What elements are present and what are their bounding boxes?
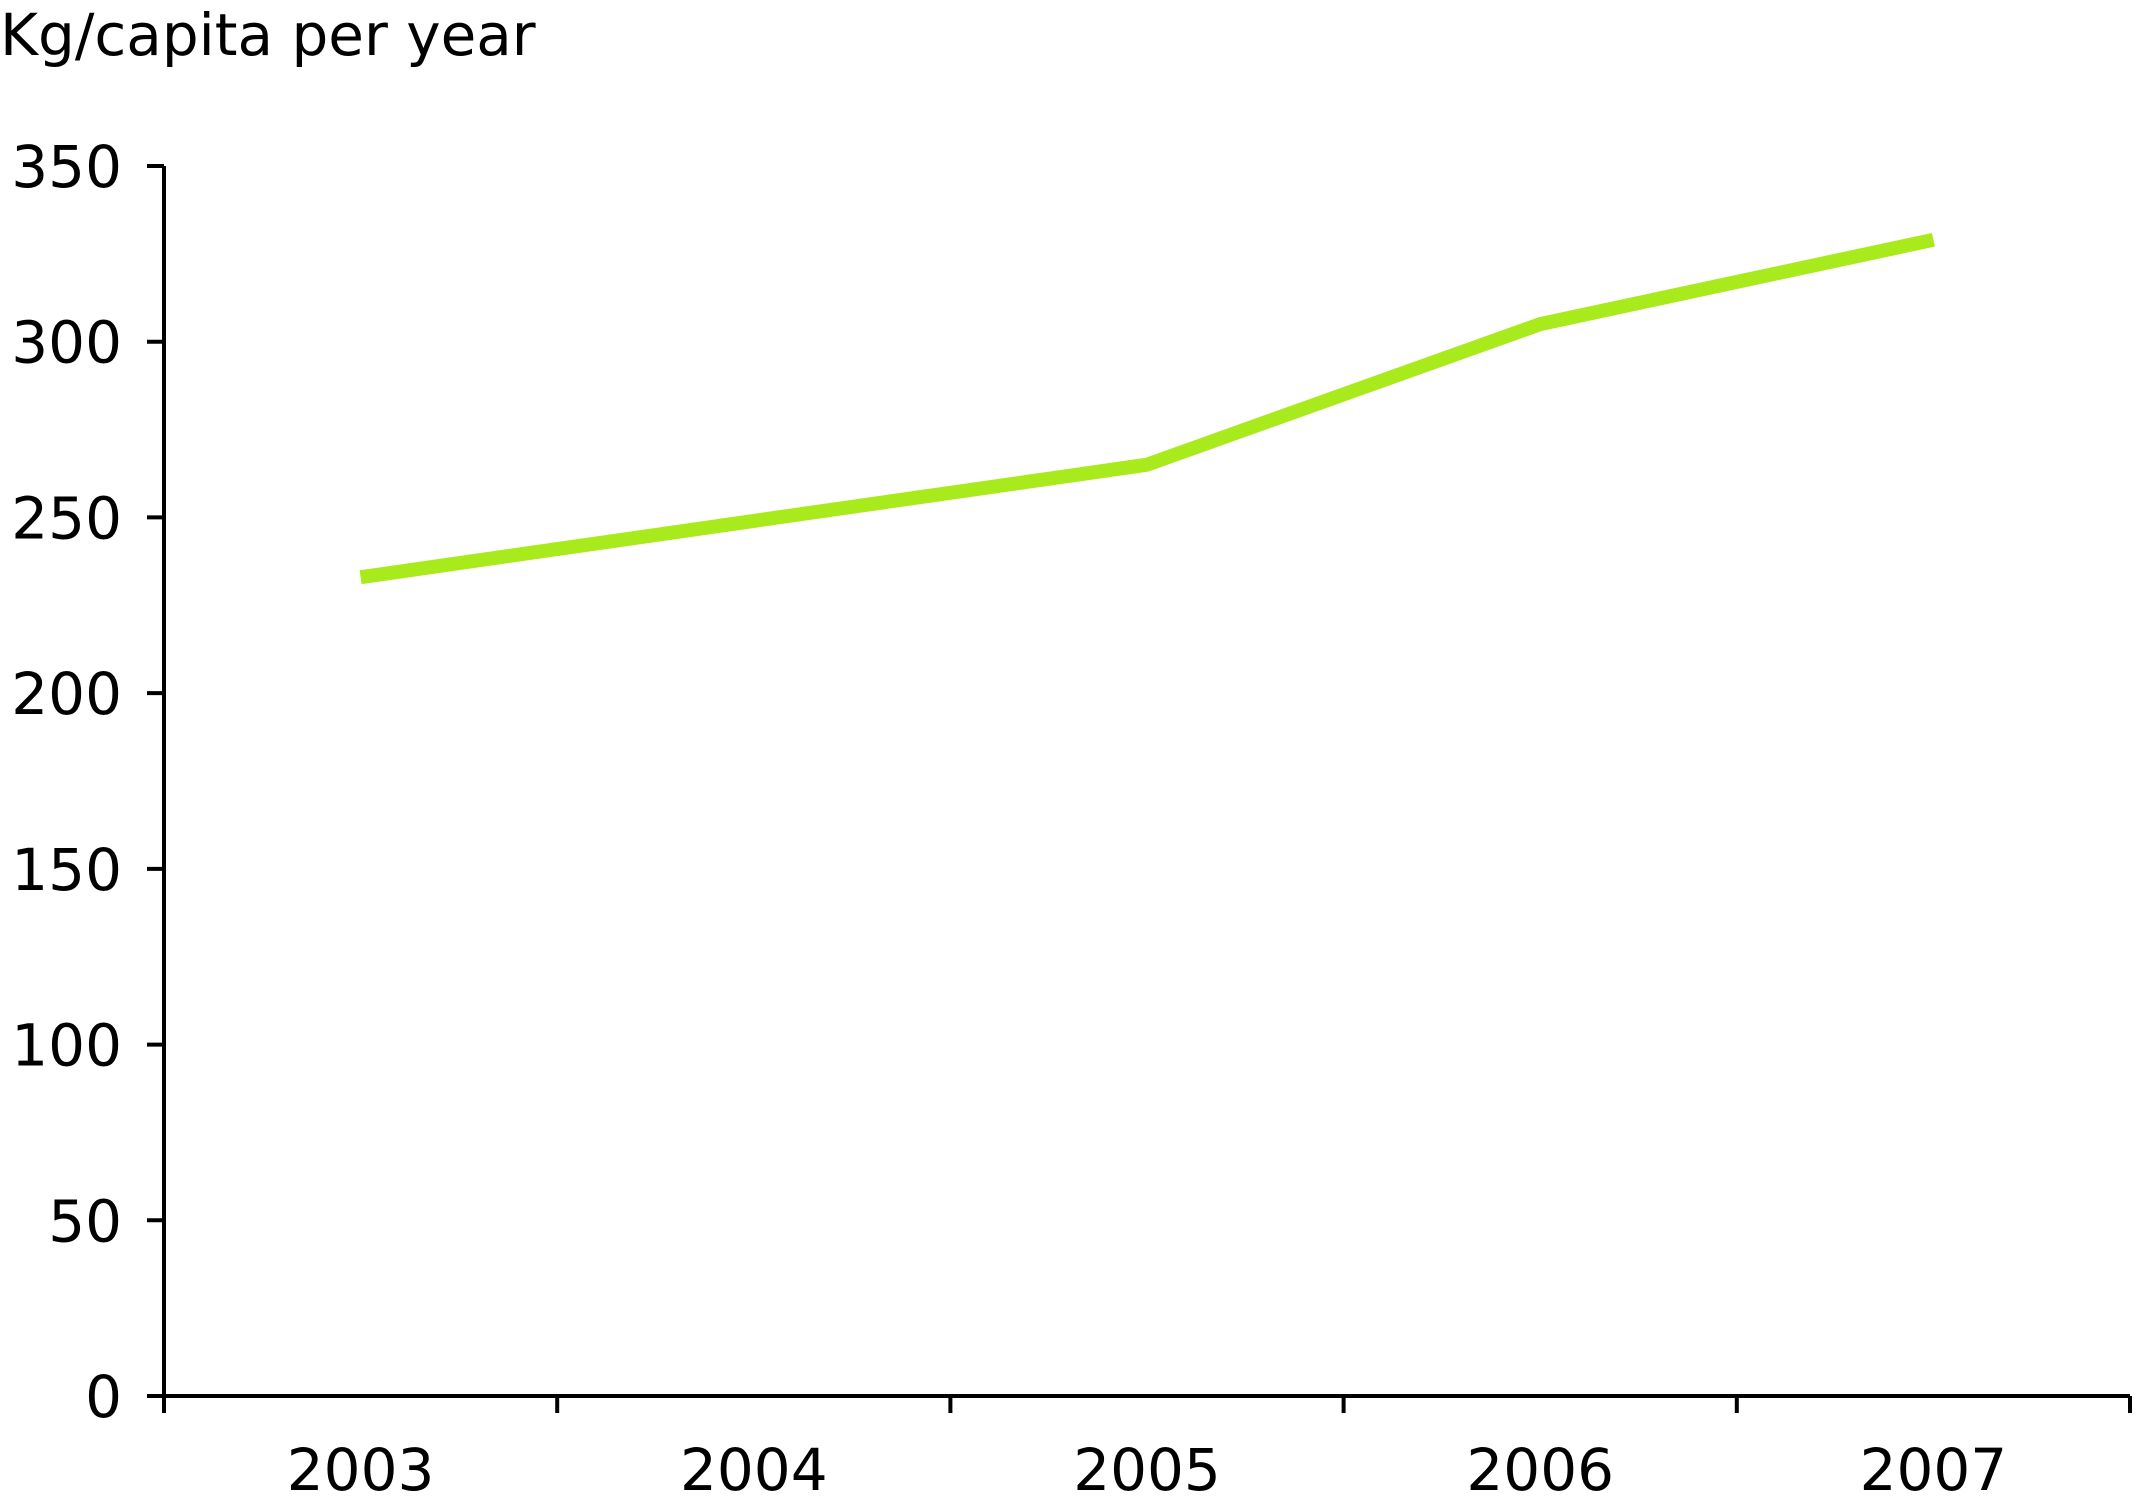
y-tick-label: 100 bbox=[11, 1012, 122, 1080]
x-tick-label: 2007 bbox=[1860, 1436, 2008, 1504]
y-tick-label: 250 bbox=[11, 484, 122, 552]
y-tick-label: 0 bbox=[85, 1363, 122, 1431]
series-layer bbox=[359, 232, 1935, 585]
series-line bbox=[359, 232, 1935, 585]
x-tick-label: 2005 bbox=[1073, 1436, 1221, 1504]
y-tick-label: 150 bbox=[11, 836, 122, 904]
y-axis-ticks: 0 50 100 150 200 250 300 350 bbox=[11, 133, 164, 1431]
y-tick-label: 350 bbox=[11, 133, 122, 201]
y-tick-label: 300 bbox=[11, 309, 122, 377]
y-tick-label: 50 bbox=[48, 1187, 122, 1255]
y-axis-title: Kg/capita per year bbox=[0, 1, 536, 69]
y-tick-label: 200 bbox=[11, 660, 122, 728]
x-axis-ticks: 2003 2004 2005 2006 2007 bbox=[162, 1396, 2132, 1504]
x-tick-label: 2006 bbox=[1466, 1436, 1614, 1504]
x-tick-label: 2003 bbox=[287, 1436, 435, 1504]
x-tick-label: 2004 bbox=[680, 1436, 828, 1504]
